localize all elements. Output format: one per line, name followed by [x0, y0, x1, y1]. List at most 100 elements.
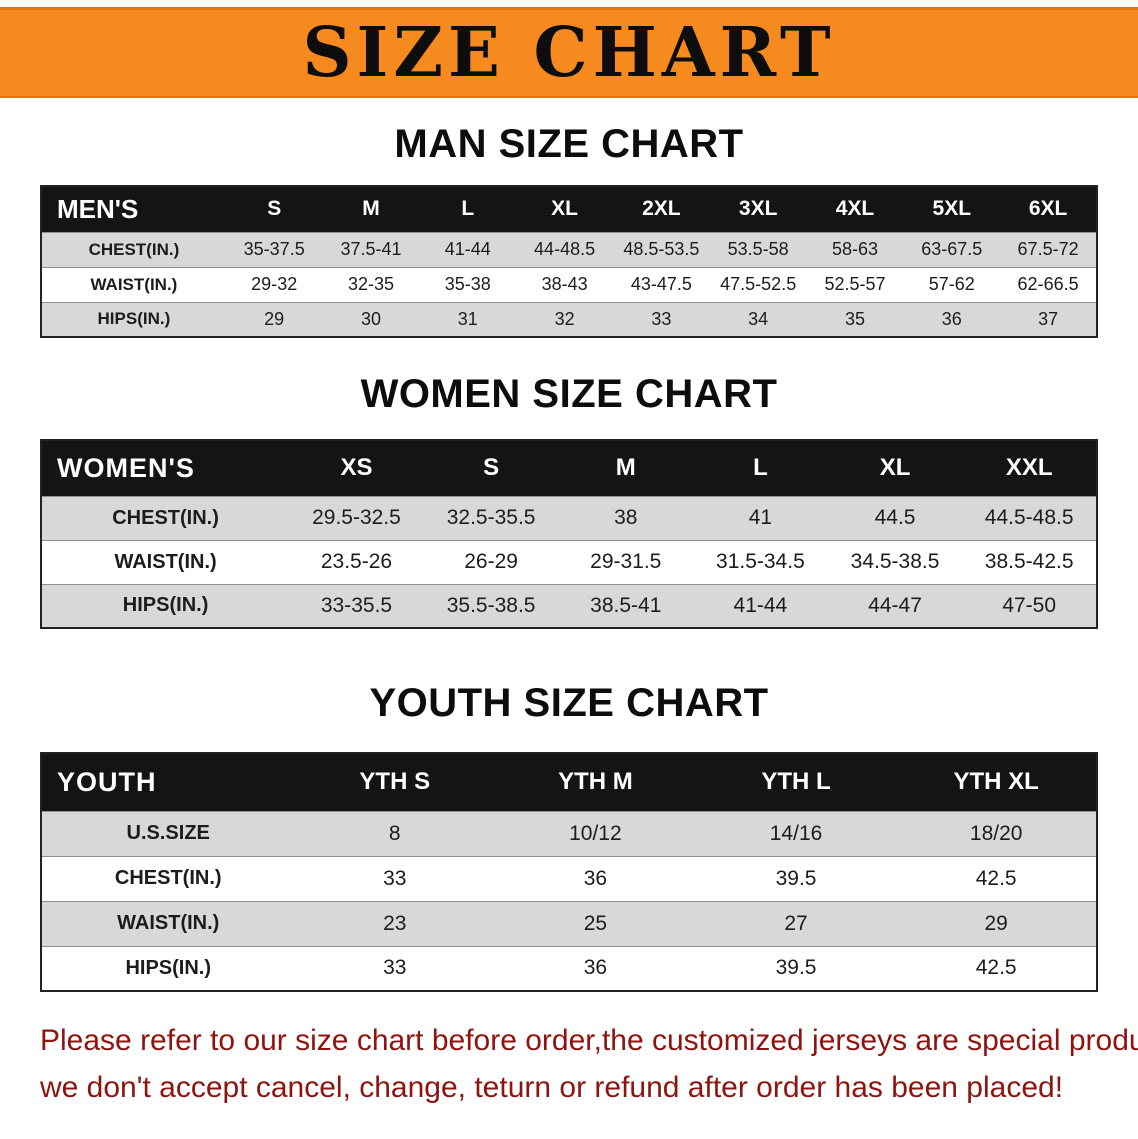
mens-size-table: MEN'S S M L XL 2XL 3XL 4XL 5XL 6XL CHEST(IN.) 35-37… — [40, 185, 1098, 338]
size-value: 33 — [294, 855, 496, 901]
size-value: 30 — [322, 301, 420, 337]
measure-row: CHEST(IN.) 29.5-32.5 32.5-35.5 38 41 44.5 44.5… — [41, 495, 1097, 540]
size-value: 29-32 — [225, 266, 323, 302]
size-value: 35-37.5 — [225, 231, 323, 267]
mens-size-header-row: MEN'S S M L XL 2XL 3XL 4XL 5XL 6XL — [41, 186, 1097, 232]
size-value: 48.5-53.5 — [612, 231, 710, 267]
size-column-header: XL — [827, 440, 963, 496]
youth-size-table-host: YOUTH YTH S YTH M YTH L YTH XL U.S.SIZE 8 10/12… — [40, 752, 1098, 992]
size-value: 39.5 — [695, 945, 897, 991]
size-value: 42.5 — [896, 945, 1097, 991]
banner: SIZE CHART — [0, 7, 1138, 98]
size-column-header: 2XL — [612, 186, 710, 232]
size-value: 41-44 — [419, 231, 517, 267]
size-value: 47-50 — [962, 583, 1097, 628]
size-value: 58-63 — [806, 231, 904, 267]
row-label: HIPS(IN.) — [41, 583, 290, 628]
size-value: 33-35.5 — [289, 583, 424, 628]
measure-row: HIPS(IN.) 33 36 39.5 42.5 — [41, 945, 1097, 991]
measure-row: CHEST(IN.) 35-37.5 37.5-41 41-44 44-48.5 48.5… — [41, 231, 1097, 267]
size-value: 23.5-26 — [289, 539, 424, 584]
size-column-header: M — [322, 186, 420, 232]
size-value: 39.5 — [695, 855, 897, 901]
size-value: 36 — [903, 301, 1001, 337]
size-column-header: XL — [516, 186, 613, 232]
row-label: U.S.SIZE — [41, 810, 295, 856]
row-label: HIPS(IN.) — [41, 301, 226, 337]
size-value: 32 — [516, 301, 613, 337]
womens-size-header-row: WOMEN'S XS S M L XL XXL — [41, 440, 1097, 496]
size-value: 42.5 — [896, 855, 1097, 901]
man-size-section: MAN SIZE CHART MEN'S S M L XL 2XL 3XL 4XL 5XL 6XL… — [0, 122, 1138, 338]
measure-row: WAIST(IN.) 23 25 27 29 — [41, 900, 1097, 946]
size-value: 43-47.5 — [612, 266, 710, 302]
size-column-header: M — [558, 440, 694, 496]
size-column-header: L — [419, 186, 517, 232]
size-value: 35.5-38.5 — [423, 583, 559, 628]
size-value: 38.5-42.5 — [962, 539, 1097, 584]
order-notice: Please refer to our size chart before or… — [40, 1018, 1138, 1111]
size-value: 23 — [294, 900, 496, 946]
size-value: 29-31.5 — [558, 539, 694, 584]
size-value: 63-67.5 — [903, 231, 1001, 267]
size-value: 35-38 — [419, 266, 517, 302]
size-value: 29.5-32.5 — [289, 495, 424, 540]
size-column-header: XXL — [962, 440, 1097, 496]
size-column-header: YTH XL — [896, 753, 1097, 811]
table-group-label: MEN'S — [41, 186, 226, 232]
size-value: 27 — [695, 900, 897, 946]
size-value: 35 — [806, 301, 904, 337]
row-label: CHEST(IN.) — [41, 495, 290, 540]
size-value: 14/16 — [695, 810, 897, 856]
size-charts: MAN SIZE CHART MEN'S S M L XL 2XL 3XL 4XL 5XL 6XL… — [0, 122, 1138, 1111]
size-value: 32-35 — [322, 266, 420, 302]
size-value: 36 — [495, 855, 696, 901]
measure-row: U.S.SIZE 8 10/12 14/16 18/20 — [41, 810, 1097, 856]
size-column-header: XS — [289, 440, 424, 496]
size-value: 37.5-41 — [322, 231, 420, 267]
size-value: 31.5-34.5 — [693, 539, 828, 584]
size-column-header: 6XL — [1000, 186, 1097, 232]
size-value: 38 — [558, 495, 694, 540]
size-value: 34.5-38.5 — [827, 539, 963, 584]
size-column-header: YTH L — [695, 753, 897, 811]
size-value: 38.5-41 — [558, 583, 694, 628]
women-size-section: WOMEN SIZE CHART WOMEN'S XS S M L XL XXL CHEST(… — [0, 372, 1138, 629]
man-size-table-host: MEN'S S M L XL 2XL 3XL 4XL 5XL 6XL CHEST(IN.) 35-37… — [40, 185, 1098, 338]
size-value: 34 — [709, 301, 807, 337]
size-value: 67.5-72 — [1000, 231, 1097, 267]
youth-size-header-row: YOUTH YTH S YTH M YTH L YTH XL — [41, 753, 1097, 811]
size-value: 31 — [419, 301, 517, 337]
section-title-women: WOMEN SIZE CHART — [360, 372, 778, 416]
size-value: 25 — [495, 900, 696, 946]
row-label: WAIST(IN.) — [41, 900, 295, 946]
womens-size-table: WOMEN'S XS S M L XL XXL CHEST(IN.) 29.5-32.5 32.5… — [40, 439, 1098, 629]
size-column-header: 5XL — [903, 186, 1001, 232]
size-value: 33 — [294, 945, 496, 991]
size-column-header: L — [693, 440, 828, 496]
size-value: 53.5-58 — [709, 231, 807, 267]
youth-size-section: YOUTH SIZE CHART YOUTH YTH S YTH M YTH L YTH… — [0, 681, 1138, 992]
size-value: 33 — [612, 301, 710, 337]
row-label: CHEST(IN.) — [41, 231, 226, 267]
size-value: 41 — [693, 495, 828, 540]
row-label: WAIST(IN.) — [41, 266, 226, 302]
size-value: 57-62 — [903, 266, 1001, 302]
size-value: 37 — [1000, 301, 1097, 337]
size-value: 29 — [896, 900, 1097, 946]
row-label: CHEST(IN.) — [41, 855, 295, 901]
size-column-header: 4XL — [806, 186, 904, 232]
measure-row: CHEST(IN.) 33 36 39.5 42.5 — [41, 855, 1097, 901]
size-value: 8 — [294, 810, 496, 856]
measure-row: WAIST(IN.) 29-32 32-35 35-38 38-43 43-47.5 47.… — [41, 266, 1097, 302]
size-value: 52.5-57 — [806, 266, 904, 302]
page-title: SIZE CHART — [302, 13, 836, 93]
measure-row: HIPS(IN.) 29 30 31 32 33 34 35 36 37 — [41, 301, 1097, 337]
size-value: 47.5-52.5 — [709, 266, 807, 302]
size-value: 62-66.5 — [1000, 266, 1097, 302]
measure-row: WAIST(IN.) 23.5-26 26-29 29-31.5 31.5-34.5 34… — [41, 539, 1097, 584]
section-title-youth: YOUTH SIZE CHART — [369, 681, 769, 725]
table-group-label: YOUTH — [41, 753, 295, 811]
size-value: 41-44 — [693, 583, 828, 628]
size-column-header: 3XL — [709, 186, 807, 232]
